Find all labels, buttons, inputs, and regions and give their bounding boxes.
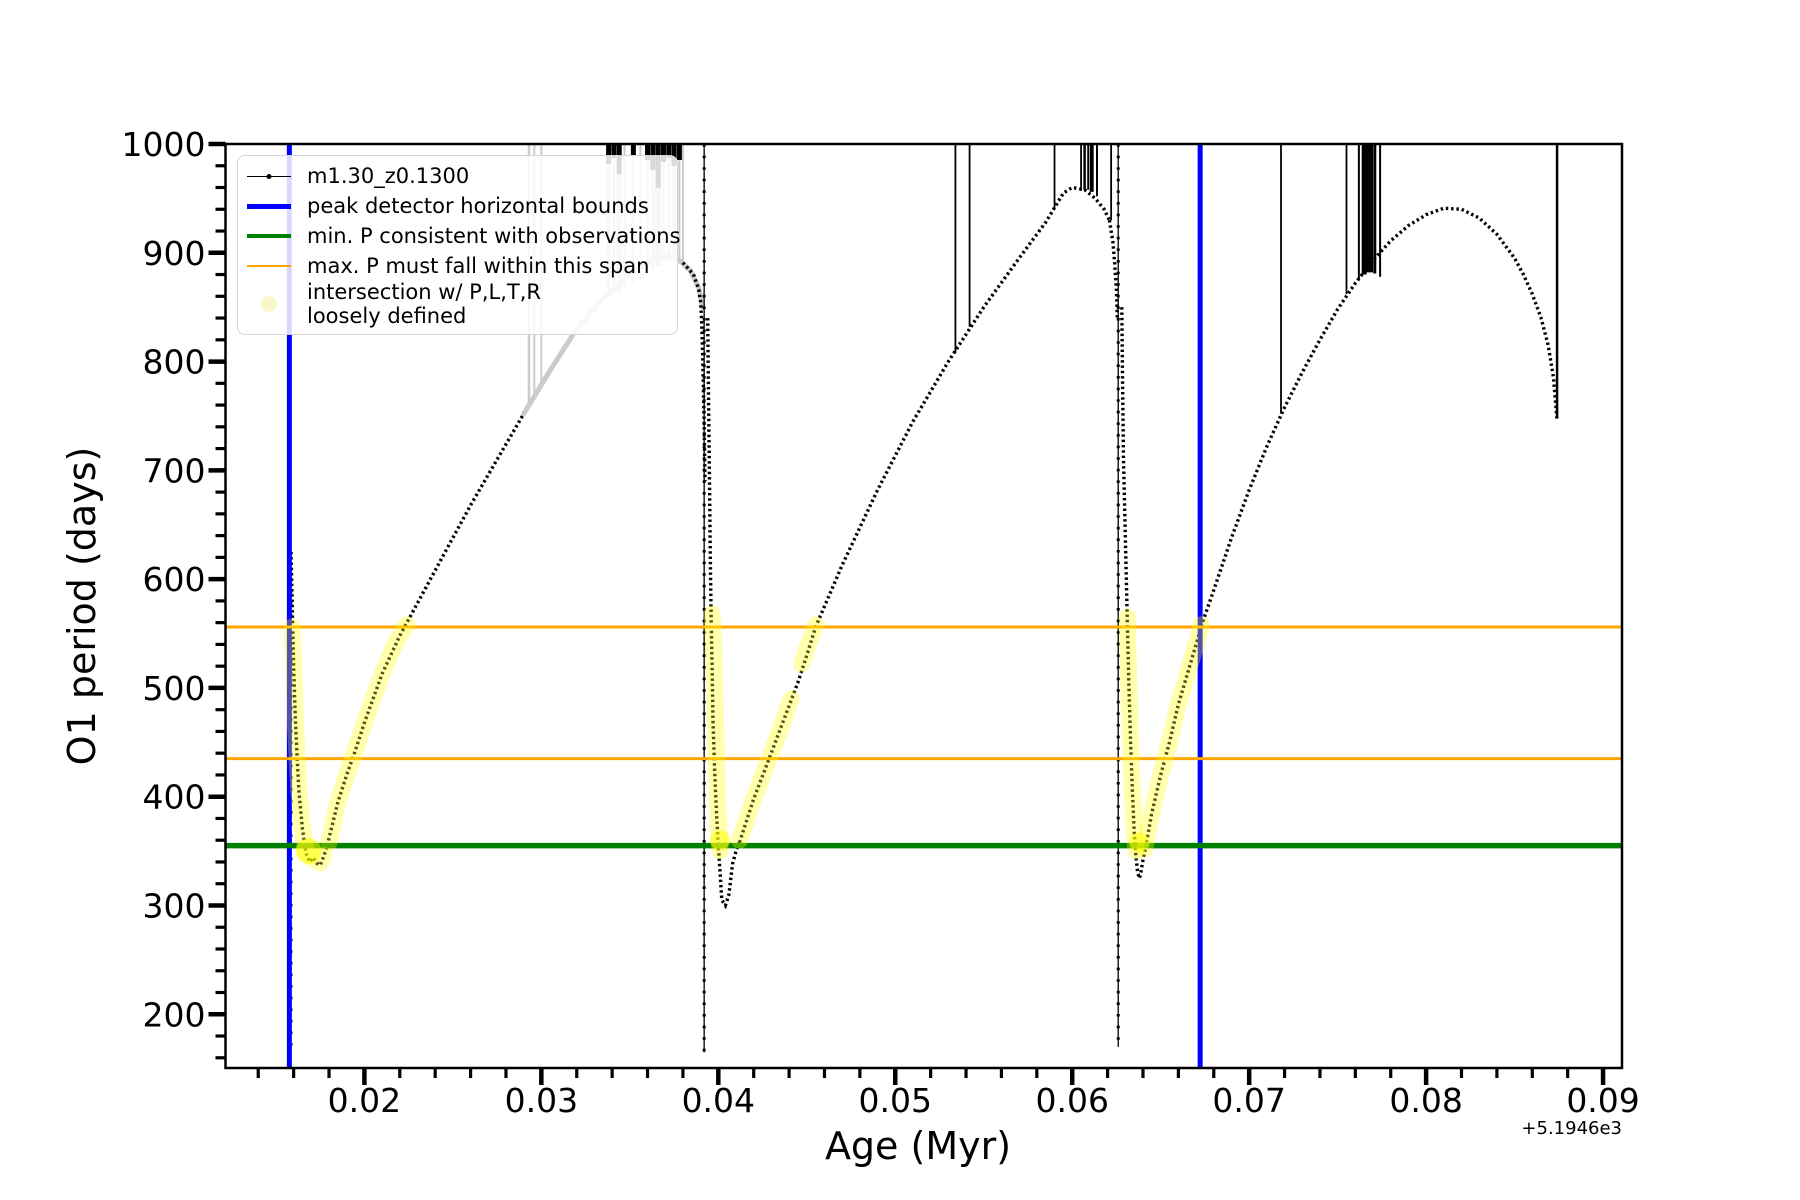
curve-series xyxy=(737,185,1111,843)
intersection-highlight xyxy=(283,618,333,872)
y-tick-label: 200 xyxy=(143,995,206,1034)
intersection-dot xyxy=(710,830,731,851)
y-tick-label: 500 xyxy=(143,669,206,708)
legend-label-series: m1.30_z0.1300 xyxy=(307,164,470,188)
series-line-marker-icon xyxy=(246,173,292,179)
x-tick-label: 0.06 xyxy=(1035,1081,1108,1120)
curve-series xyxy=(706,318,742,910)
intersection-highlight xyxy=(1136,616,1210,858)
intersection-highlight xyxy=(731,690,800,849)
x-axis-label: Age (Myr) xyxy=(824,1124,1012,1168)
y-tick-label: 900 xyxy=(143,234,206,273)
legend: m1.30_z0.1300 peak detector horizontal b… xyxy=(237,155,680,335)
legend-item-min-p: min. P consistent with observations xyxy=(246,221,680,251)
x-tick-label: 0.08 xyxy=(1389,1081,1462,1120)
x-tick-label: 0.02 xyxy=(328,1081,401,1120)
legend-label-intersection: intersection w/ P,L,T,R loosely defined xyxy=(307,280,541,328)
blue-line-icon xyxy=(246,203,292,209)
yellow-dot-icon xyxy=(246,296,292,312)
curve-series xyxy=(325,333,575,847)
curve-series xyxy=(1107,219,1119,319)
intersection-highlight xyxy=(793,616,825,673)
legend-label-peak-bounds: peak detector horizontal bounds xyxy=(307,194,649,218)
legend-label-min-p: min. P consistent with observations xyxy=(307,224,681,248)
x-tick-label: 0.09 xyxy=(1566,1081,1639,1120)
legend-item-series: m1.30_z0.1300 xyxy=(246,161,667,191)
orange-line-icon xyxy=(246,264,292,268)
y-tick-label: 300 xyxy=(143,886,206,925)
y-tick-label: 800 xyxy=(143,343,206,382)
intersection-highlight xyxy=(703,605,729,860)
intersection-highlight xyxy=(320,616,416,851)
axes-spines xyxy=(224,142,1624,1070)
legend-item-peak-bounds: peak detector horizontal bounds xyxy=(246,191,667,221)
curve-series xyxy=(1120,307,1149,885)
intersection-dot xyxy=(295,838,322,865)
legend-label-max-p: max. P must fall within this span xyxy=(307,254,650,278)
curve-series xyxy=(1144,206,1559,843)
x-tick-label: 0.03 xyxy=(505,1081,578,1120)
y-tick-label: 600 xyxy=(143,560,206,599)
green-line-icon xyxy=(246,234,292,238)
legend-item-max-p: max. P must fall within this span xyxy=(246,251,667,281)
y-axis-label: O1 period (days) xyxy=(60,446,104,766)
x-tick-label: 0.07 xyxy=(1212,1081,1285,1120)
x-tick-label: 0.05 xyxy=(859,1081,932,1120)
y-tick-label: 400 xyxy=(143,778,206,817)
y-tick-label: 1000 xyxy=(122,125,206,164)
intersection-highlight xyxy=(1118,608,1145,860)
intersection-dot xyxy=(1129,832,1150,853)
x-tick-label: 0.04 xyxy=(682,1081,755,1120)
legend-item-intersection: intersection w/ P,L,T,R loosely defined xyxy=(246,280,667,328)
y-tick-label: 700 xyxy=(143,451,206,490)
curve-series xyxy=(289,551,329,868)
x-axis-offset-text: +5.1946e3 xyxy=(1521,1118,1622,1139)
